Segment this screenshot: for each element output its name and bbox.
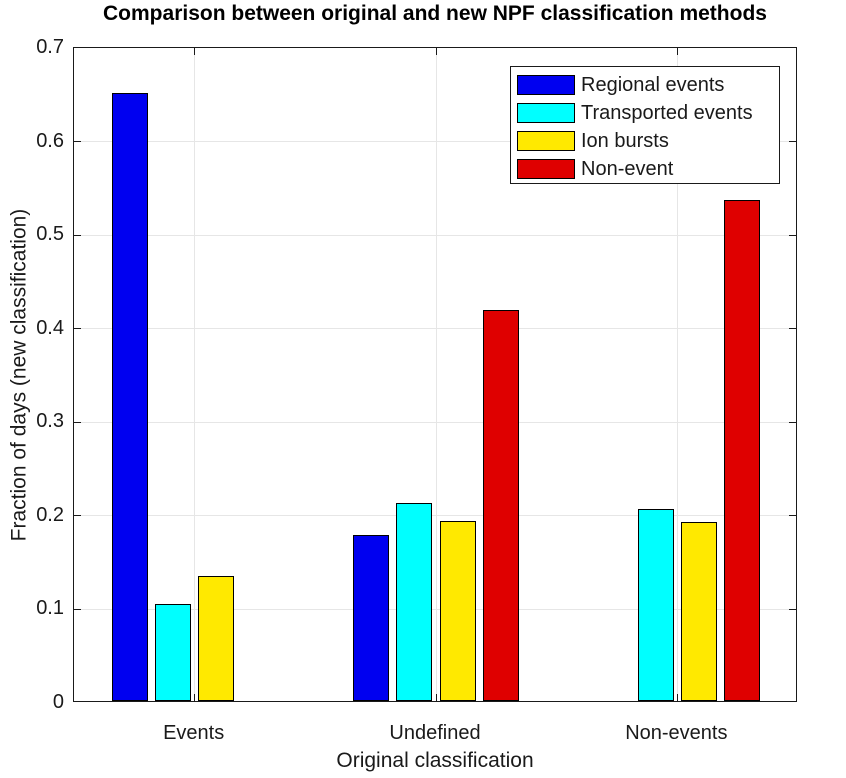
x-axis-label: Original classification	[336, 749, 534, 772]
x-tick-bottom-undefined	[435, 694, 437, 701]
bar-ion-bursts-undefined	[439, 521, 476, 701]
bar-regional-events-events	[111, 93, 148, 701]
bar-transported-events-events	[154, 604, 191, 701]
legend-label-ion-bursts: Ion bursts	[581, 129, 669, 152]
y-tick-label-0.6: 0.6	[36, 129, 64, 152]
legend-swatch-regional-events	[517, 75, 575, 95]
y-tick-label-0: 0	[52, 691, 64, 713]
legend-item-non-event: Non-event	[517, 155, 779, 183]
y-tick-right-0.6	[789, 141, 796, 143]
y-tick-right-0.1	[789, 608, 796, 610]
h-gridline-0.4	[74, 328, 796, 330]
y-tick-label-0.3: 0.3	[36, 410, 64, 433]
y-tick-label-0.2: 0.2	[36, 503, 64, 526]
x-tick-bottom-non-events	[676, 694, 678, 701]
y-tick-label-0.5: 0.5	[36, 223, 64, 246]
y-tick-left-0.2	[74, 515, 81, 517]
x-tick-label-events: Events	[163, 722, 225, 744]
y-tick-left-0.4	[74, 328, 81, 330]
x-tick-top-events	[194, 48, 196, 55]
bar-non-event-undefined	[483, 310, 520, 701]
bar-transported-events-non-events	[637, 509, 674, 701]
v-gridline-undefined	[435, 48, 437, 701]
v-gridline-events	[194, 48, 196, 701]
legend-item-transported-events: Transported events	[517, 99, 779, 127]
x-tick-label-undefined: Undefined	[389, 722, 481, 744]
bar-ion-bursts-events	[198, 576, 235, 701]
y-tick-right-0.2	[789, 515, 796, 517]
legend-label-non-event: Non-event	[581, 157, 674, 180]
h-gridline-0.2	[74, 515, 796, 517]
h-gridline-0.1	[74, 608, 796, 610]
y-tick-right-0.3	[789, 421, 796, 423]
h-gridline-0.5	[74, 234, 796, 236]
legend-item-regional-events: Regional events	[517, 71, 779, 99]
y-tick-right-0.5	[789, 234, 796, 236]
x-tick-label-non-events: Non-events	[625, 722, 728, 744]
x-tick-top-undefined	[435, 48, 437, 55]
x-tick-top-non-events	[676, 48, 678, 55]
h-gridline-0.6	[74, 141, 796, 143]
bar-regional-events-undefined	[352, 535, 389, 701]
legend-label-regional-events: Regional events	[581, 73, 725, 96]
y-tick-label-0.7: 0.7	[36, 36, 64, 58]
bar-ion-bursts-non-events	[681, 522, 718, 701]
y-tick-left-0.5	[74, 234, 81, 236]
legend: Regional events Transported events Ion bur…	[510, 66, 780, 184]
legend-item-ion-bursts: Ion bursts	[517, 127, 779, 155]
bar-transported-events-undefined	[396, 503, 433, 701]
y-tick-label-0.4: 0.4	[36, 316, 64, 339]
v-gridline-non-events	[676, 48, 678, 701]
x-tick-bottom-events	[194, 694, 196, 701]
h-gridline-0.3	[74, 421, 796, 423]
y-tick-left-0.6	[74, 141, 81, 143]
chart-title: Comparison between original and new NPF …	[103, 2, 767, 25]
y-tick-left-0.1	[74, 608, 81, 610]
legend-label-transported-events: Transported events	[581, 101, 753, 124]
plot-area: Regional events Transported events Ion bur…	[73, 47, 797, 702]
legend-swatch-ion-bursts	[517, 131, 575, 151]
y-tick-right-0.4	[789, 328, 796, 330]
y-tick-label-0.1: 0.1	[36, 597, 64, 620]
y-tick-left-0.3	[74, 421, 81, 423]
bar-non-event-non-events	[724, 200, 761, 701]
legend-swatch-non-event	[517, 159, 575, 179]
legend-swatch-transported-events	[517, 103, 575, 123]
